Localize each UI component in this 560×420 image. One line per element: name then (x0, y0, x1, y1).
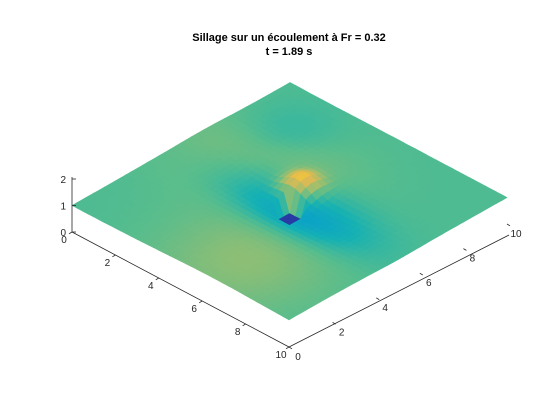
x-tick-label: 8 (235, 327, 241, 338)
y-tick-label: 10 (510, 229, 522, 240)
y-tick-label: 0 (295, 352, 301, 363)
y-tick-label: 2 (339, 327, 345, 338)
chart-title: Sillage sur un écoulement à Fr = 0.32 (192, 32, 386, 44)
y-tick-label: 6 (426, 278, 432, 289)
x-tick-label: 2 (105, 258, 111, 269)
chart-subtitle: t = 1.89 s (266, 46, 313, 58)
z-tick-label: 1 (60, 202, 66, 213)
x-tick-label: 10 (275, 350, 287, 361)
z-tick-label: 2 (60, 175, 66, 186)
x-tick-label: 6 (191, 304, 197, 315)
y-tick-label: 4 (382, 303, 388, 314)
z-tick-label: 0 (60, 228, 66, 239)
y-tick-label: 8 (470, 254, 476, 265)
x-tick-label: 4 (148, 281, 154, 292)
